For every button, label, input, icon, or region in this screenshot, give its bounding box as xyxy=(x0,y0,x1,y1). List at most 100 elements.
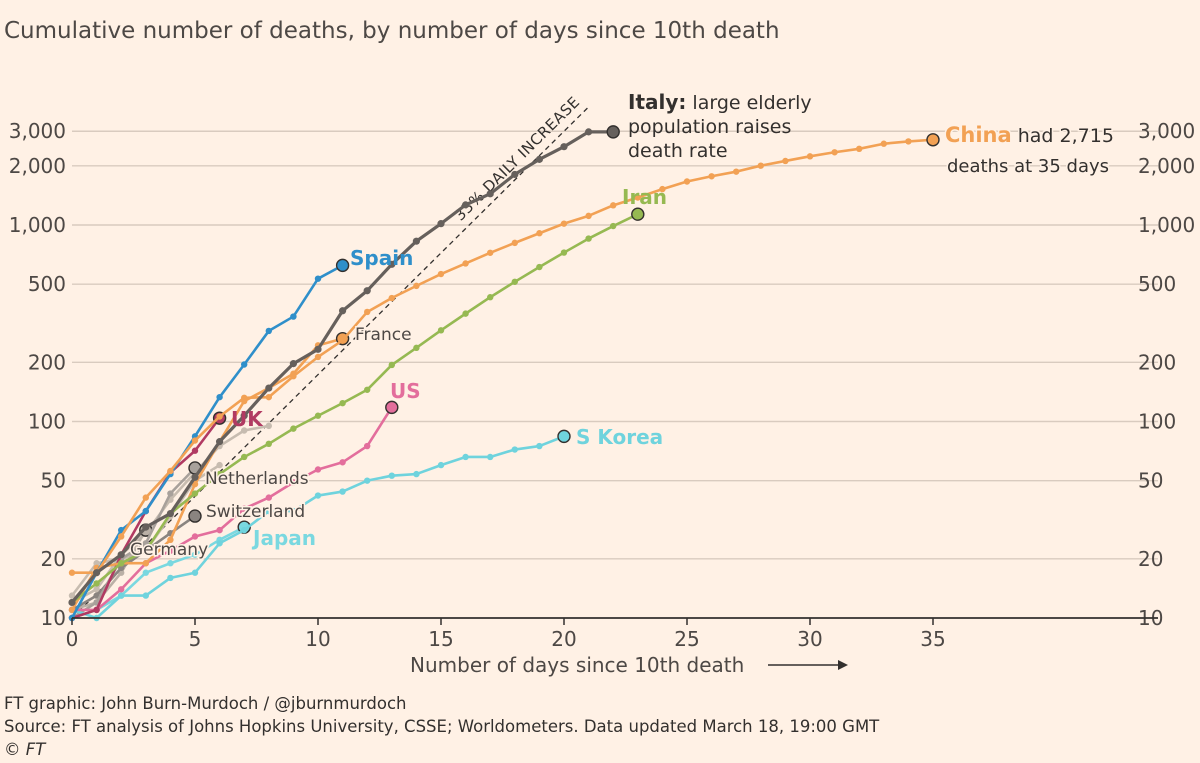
series-point xyxy=(216,438,224,446)
series-point xyxy=(118,560,125,567)
series-point xyxy=(511,446,518,453)
series-point xyxy=(314,492,322,499)
series-point xyxy=(610,202,617,209)
series-label: Germany xyxy=(130,540,208,560)
y-tick-label-right: 50 xyxy=(1138,469,1163,493)
y-tick-label-left: 10 xyxy=(41,606,66,630)
series-point xyxy=(462,453,469,461)
series-point xyxy=(118,533,125,540)
series-label: Spain xyxy=(350,246,413,270)
series-point xyxy=(782,157,789,165)
series-point xyxy=(142,540,149,547)
copyright-text: © FT xyxy=(4,740,46,759)
series-line xyxy=(71,213,639,604)
series-point xyxy=(413,344,420,352)
series-end-marker xyxy=(188,509,202,523)
series-point xyxy=(511,170,519,179)
series-point xyxy=(364,386,371,393)
series-point xyxy=(535,155,544,163)
series-end-marker xyxy=(385,400,399,415)
series-point xyxy=(413,470,420,478)
china-annotation-line1: China had 2,715 xyxy=(945,123,1114,147)
series-point xyxy=(191,473,199,481)
series-point xyxy=(437,270,445,278)
x-tick-label: 15 xyxy=(428,627,453,651)
series-point xyxy=(68,569,76,576)
china-annotation-line2: deaths at 35 days xyxy=(947,156,1109,177)
series-point xyxy=(142,494,149,501)
series-point xyxy=(314,412,322,419)
series-point xyxy=(364,308,371,316)
series-point xyxy=(364,477,371,484)
series-point xyxy=(536,230,543,237)
series-line xyxy=(72,406,393,612)
series-point xyxy=(486,190,494,198)
series-point xyxy=(167,560,174,567)
china-note: had 2,715 xyxy=(1012,125,1114,147)
series-point xyxy=(93,606,100,614)
series-point xyxy=(216,526,223,534)
series-label: France xyxy=(355,325,412,345)
series-point xyxy=(118,564,125,572)
series-point xyxy=(241,361,248,368)
series-point xyxy=(560,249,568,256)
series-point xyxy=(437,220,445,228)
source-text: Source: FT analysis of Johns Hopkins Uni… xyxy=(4,717,880,736)
series-end-marker xyxy=(606,125,620,139)
series-point xyxy=(462,201,470,209)
series-point xyxy=(191,437,199,444)
y-tick-label-right: 1,000 xyxy=(1138,213,1195,237)
y-tick-label-right: 100 xyxy=(1138,410,1176,434)
series-point xyxy=(117,551,125,559)
y-tick-label-left: 500 xyxy=(28,272,66,296)
series-point xyxy=(388,294,395,302)
series-point xyxy=(831,149,838,156)
series-point xyxy=(118,586,125,593)
series-point xyxy=(142,569,149,576)
series-point xyxy=(437,327,445,334)
series-point xyxy=(339,488,346,495)
series-point xyxy=(167,574,174,582)
series-line xyxy=(72,138,934,575)
y-tick-label-left: 20 xyxy=(41,547,66,571)
series-label: Japan xyxy=(251,526,316,550)
series-point xyxy=(265,327,272,335)
italy-annotation-line2: population raises xyxy=(628,116,791,138)
series-label: Iran xyxy=(622,185,667,209)
series-point xyxy=(241,427,248,434)
series-point xyxy=(363,287,371,295)
series-point xyxy=(241,453,248,461)
series-end-marker xyxy=(335,258,350,273)
series-point xyxy=(708,173,715,180)
series-point xyxy=(487,294,494,301)
series-label: Netherlands xyxy=(205,469,309,489)
series-point xyxy=(314,353,322,361)
series-point xyxy=(216,461,223,469)
series-point xyxy=(265,440,272,448)
series-point xyxy=(265,422,272,430)
series-point xyxy=(560,143,568,151)
series-point xyxy=(216,413,223,420)
series-end-marker xyxy=(631,207,645,221)
series-labels: Germany Switzerland Netherlands Japan S Kore… xyxy=(129,90,1116,562)
series-point xyxy=(339,459,346,466)
series-point xyxy=(339,307,347,315)
x-tick-label: 35 xyxy=(920,627,945,651)
series-point xyxy=(487,453,494,461)
series-point xyxy=(191,447,199,454)
series-point xyxy=(462,260,469,267)
series-point xyxy=(733,168,740,175)
y-tick-label-right: 200 xyxy=(1138,350,1176,374)
series-point xyxy=(289,360,297,368)
italy-label: Italy: xyxy=(628,90,686,114)
series-point xyxy=(290,373,297,380)
series-point xyxy=(437,461,445,469)
series-point xyxy=(462,310,469,317)
series-point xyxy=(511,239,518,247)
series-point xyxy=(191,533,199,540)
series-point xyxy=(339,337,346,344)
series-point xyxy=(412,237,420,245)
series-point xyxy=(68,606,76,614)
italy-note: large elderly xyxy=(686,92,811,114)
